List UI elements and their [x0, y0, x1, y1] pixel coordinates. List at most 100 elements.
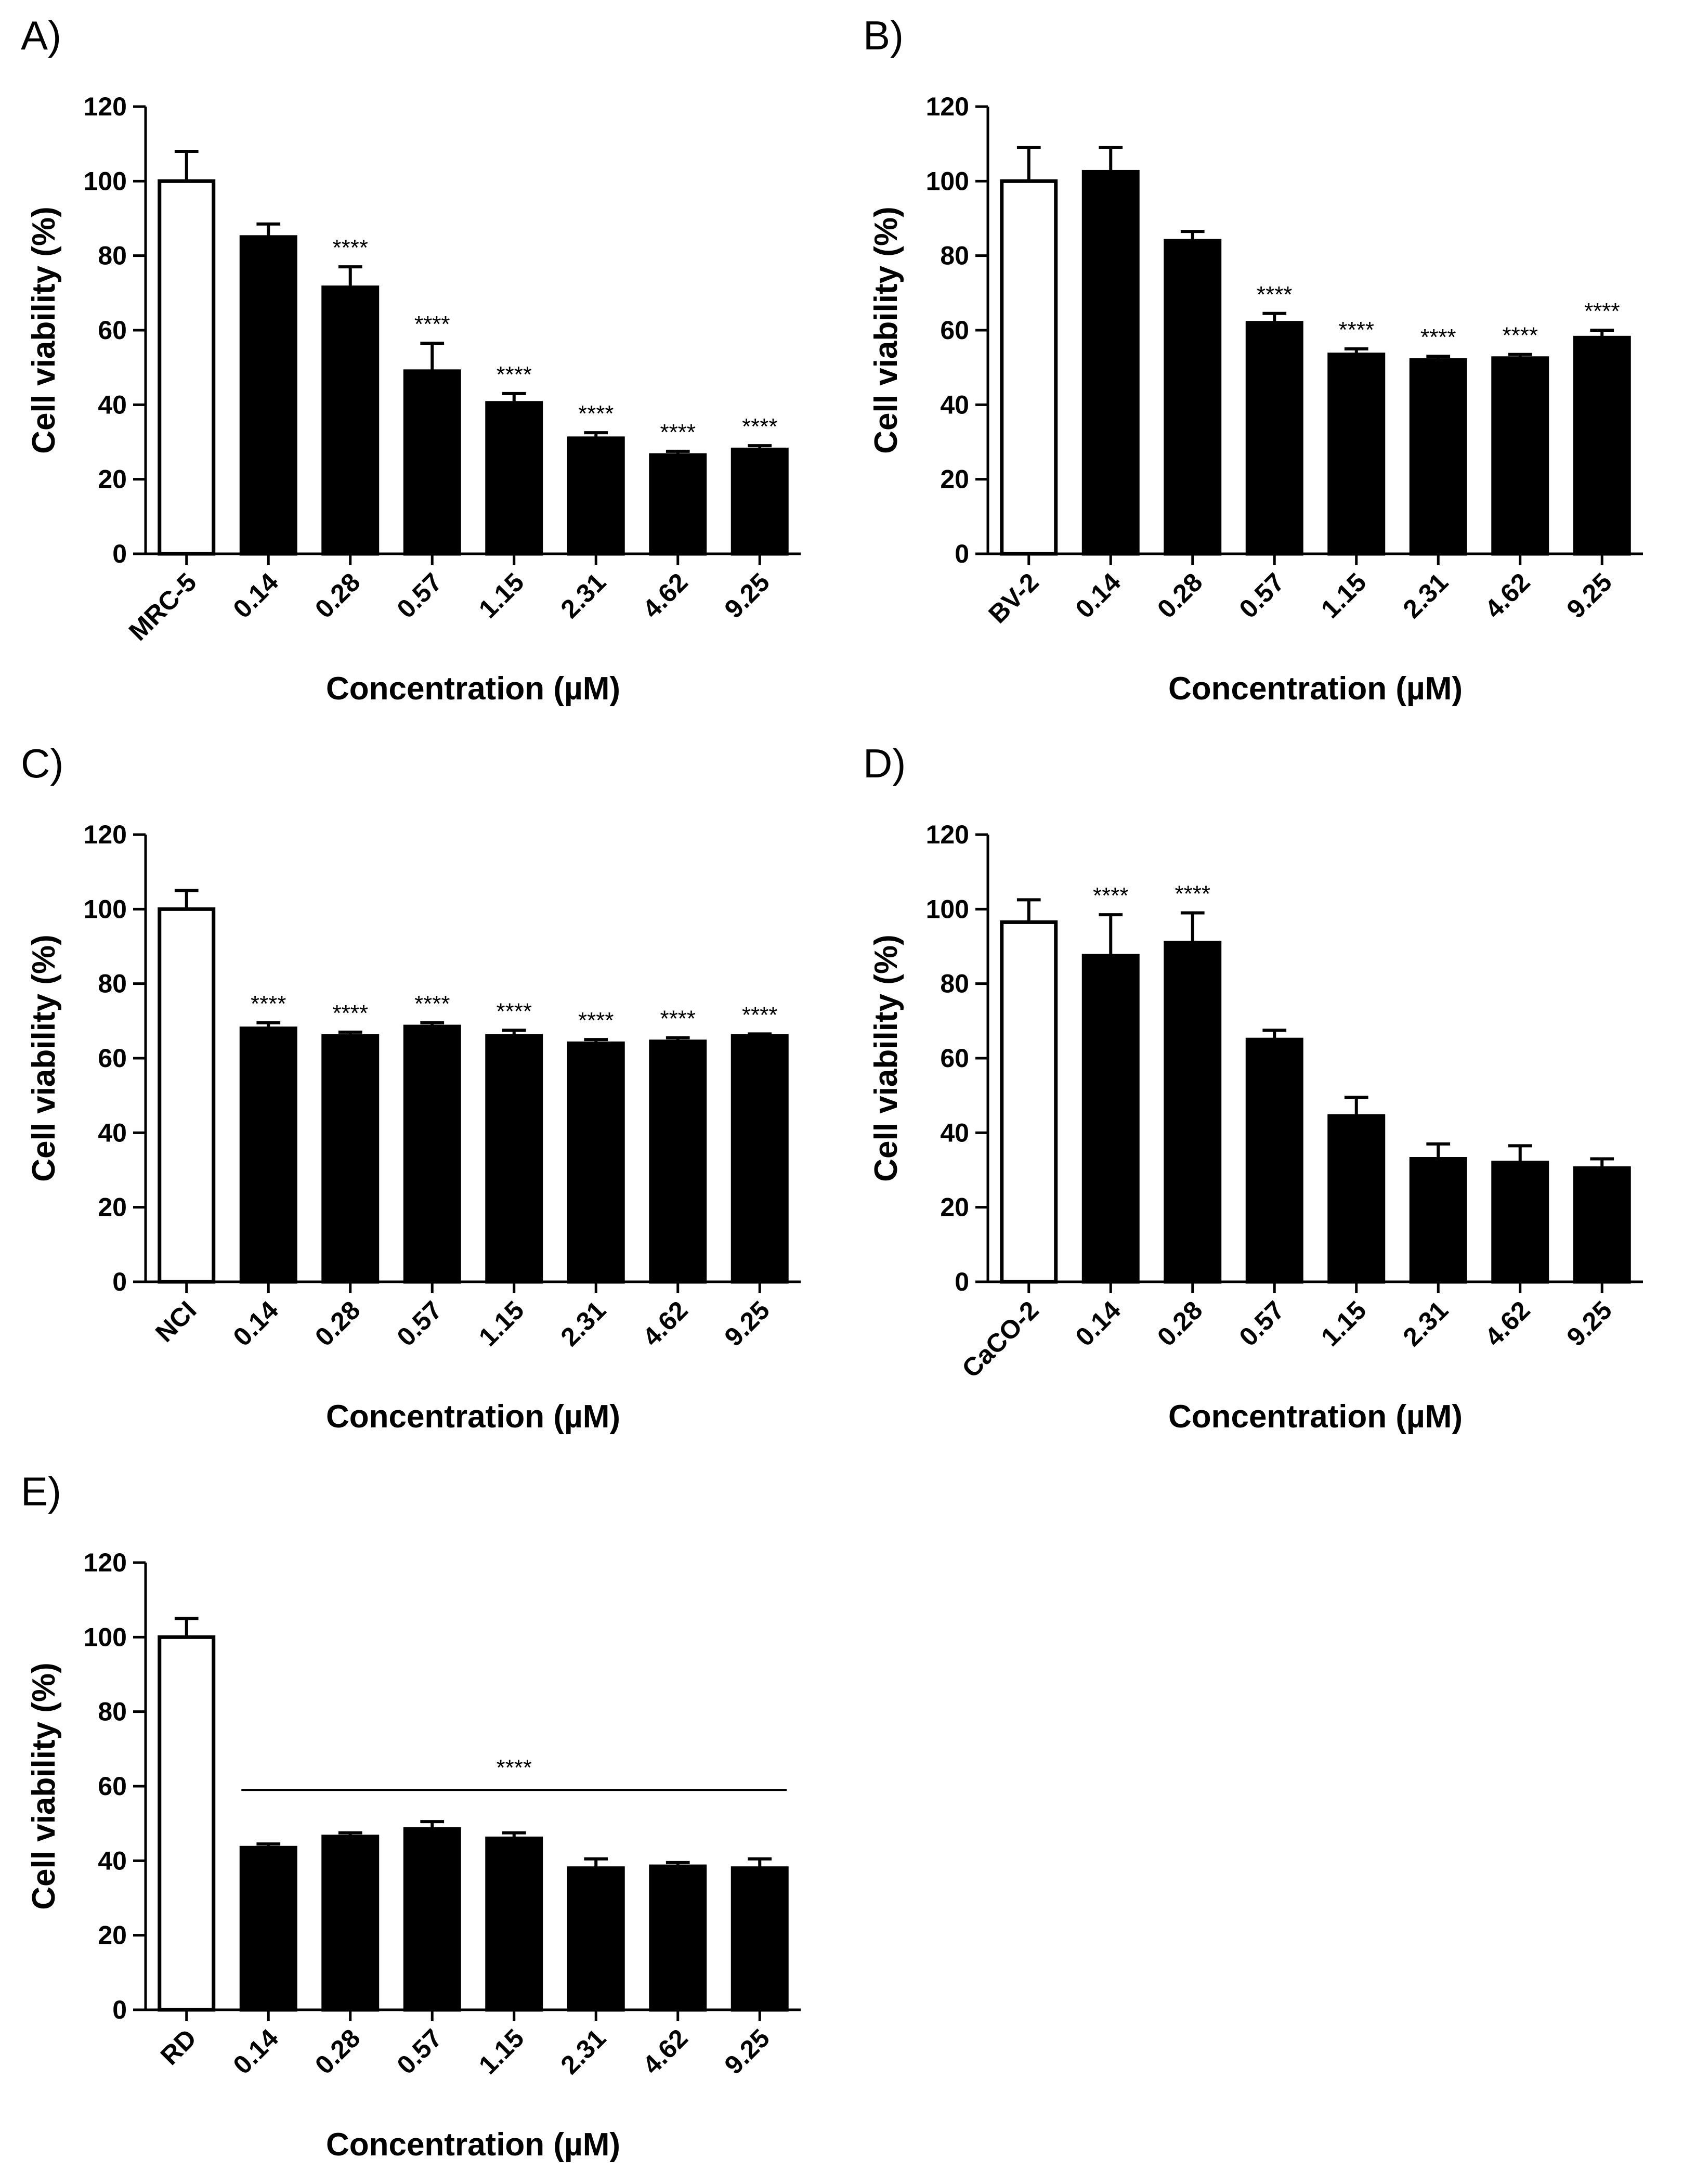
bar	[730, 1866, 789, 2012]
bar	[649, 1039, 707, 1284]
bar	[1081, 170, 1140, 556]
x-tick-label: RD	[155, 2023, 202, 2071]
panel-e-chart: E) 0 20 40 60 80 100 120 Cell viability (%) RD 0.1…	[0, 1456, 832, 2184]
x-tick-label: 9.25	[1561, 567, 1617, 623]
significance-marker: ****	[1175, 881, 1211, 907]
panel-label: A)	[21, 12, 61, 58]
bar	[1081, 954, 1140, 1284]
bar	[567, 1041, 625, 1284]
bar	[158, 179, 216, 556]
x-tick-label: 0.28	[1152, 1295, 1208, 1351]
chart-svg: B) 0 20 40 60 80 100 120 Cell viability (%) BV-2 0…	[863, 12, 1643, 707]
y-tick-label: 20	[940, 1193, 969, 1222]
bar	[730, 1034, 789, 1284]
significance-marker: ****	[1093, 883, 1129, 908]
y-tick-label: 20	[98, 1193, 127, 1222]
y-tick-label: 60	[940, 1044, 969, 1073]
bar	[1327, 1114, 1386, 1284]
panel-label: C)	[21, 740, 63, 786]
bar	[649, 1864, 707, 2012]
x-tick-label: 1.15	[473, 2023, 529, 2079]
x-tick-label: 0.14	[228, 567, 284, 624]
x-tick-label: 4.62	[637, 2023, 693, 2079]
x-tick-label: 0.14	[228, 2023, 284, 2080]
bar	[649, 453, 707, 556]
bar	[567, 436, 625, 556]
chart-svg: C) 0 20 40 60 80 100 120 Cell viability (%) NCI 0.…	[21, 740, 801, 1435]
panel-label: D)	[863, 740, 906, 786]
bar	[158, 907, 216, 1284]
bar	[239, 235, 297, 556]
x-tick-label: 0.28	[309, 2023, 366, 2079]
y-tick-label: 60	[98, 1044, 127, 1073]
bar	[321, 1034, 380, 1284]
significance-marker: ****	[414, 311, 450, 337]
x-tick-label: 4.62	[637, 567, 693, 623]
y-axis-label: Cell viability (%)	[26, 934, 62, 1181]
x-tick-label: 0.14	[228, 1295, 284, 1352]
y-tick-label: 40	[98, 390, 127, 419]
y-tick-label: 20	[98, 465, 127, 494]
x-tick-label: 0.57	[392, 2023, 448, 2079]
x-tick-label: NCI	[150, 1295, 202, 1347]
y-tick-label: 60	[98, 316, 127, 345]
significance-marker: ****	[1584, 298, 1620, 324]
significance-marker: ****	[1257, 282, 1293, 307]
y-tick-label: 40	[940, 390, 969, 419]
x-axis-label: Concentration (µM)	[1168, 1399, 1463, 1435]
x-tick-label: 0.57	[1234, 1295, 1290, 1351]
y-tick-label: 80	[98, 1697, 127, 1726]
bar	[403, 369, 461, 556]
y-tick-label: 100	[926, 894, 969, 924]
significance-marker: ****	[333, 235, 369, 261]
bar	[1409, 358, 1467, 556]
panel-label: B)	[863, 12, 904, 58]
significance-bar-label: ****	[497, 1755, 532, 1780]
x-tick-label: 0.57	[1234, 567, 1290, 623]
y-tick-label: 80	[940, 969, 969, 998]
significance-marker: ****	[742, 1002, 778, 1028]
significance-marker: ****	[578, 401, 614, 426]
bar	[403, 1024, 461, 1284]
bar	[321, 285, 380, 556]
y-tick-label: 0	[955, 539, 969, 568]
significance-marker: ****	[742, 414, 778, 439]
bar	[1000, 920, 1058, 1284]
x-tick-label: 0.14	[1070, 567, 1127, 624]
x-tick-label: 4.62	[1479, 567, 1535, 623]
y-tick-label: 100	[926, 166, 969, 196]
bar	[1327, 353, 1386, 556]
y-tick-label: 80	[98, 241, 127, 270]
y-axis-label: Cell viability (%)	[868, 934, 904, 1181]
x-tick-label: 9.25	[719, 1295, 775, 1351]
x-tick-label: 1.15	[473, 1295, 529, 1351]
y-tick-label: 80	[98, 969, 127, 998]
x-tick-label: BV-2	[983, 567, 1044, 629]
y-tick-label: 60	[98, 1772, 127, 1801]
y-tick-label: 80	[940, 241, 969, 270]
significance-marker: ****	[414, 991, 450, 1017]
y-tick-label: 100	[84, 894, 127, 924]
y-tick-label: 120	[84, 92, 127, 121]
x-tick-label: 4.62	[1479, 1295, 1535, 1351]
bar	[1409, 1157, 1467, 1284]
y-axis-label: Cell viability (%)	[26, 206, 62, 453]
significance-marker: ****	[1339, 317, 1375, 343]
significance-marker: ****	[497, 362, 532, 387]
x-tick-label: 0.57	[392, 567, 448, 623]
y-tick-label: 0	[112, 539, 127, 568]
chart-svg: E) 0 20 40 60 80 100 120 Cell viability (%) RD 0.1…	[21, 1468, 801, 2163]
x-tick-label: 2.31	[555, 1295, 611, 1351]
x-tick-label: 2.31	[555, 567, 611, 623]
x-tick-label: MRC-5	[123, 567, 202, 646]
x-tick-label: 9.25	[719, 2023, 775, 2079]
significance-marker: ****	[497, 998, 532, 1024]
bar	[1491, 1161, 1549, 1284]
chart-svg: D) 0 20 40 60 80 100 120 Cell viability (%) CaCO-…	[863, 740, 1643, 1435]
y-tick-label: 100	[84, 1622, 127, 1652]
y-tick-label: 0	[955, 1267, 969, 1296]
x-tick-label: 4.62	[637, 1295, 693, 1351]
y-tick-label: 40	[98, 1846, 127, 1875]
y-axis-label: Cell viability (%)	[26, 1662, 62, 1909]
y-tick-label: 20	[940, 465, 969, 494]
